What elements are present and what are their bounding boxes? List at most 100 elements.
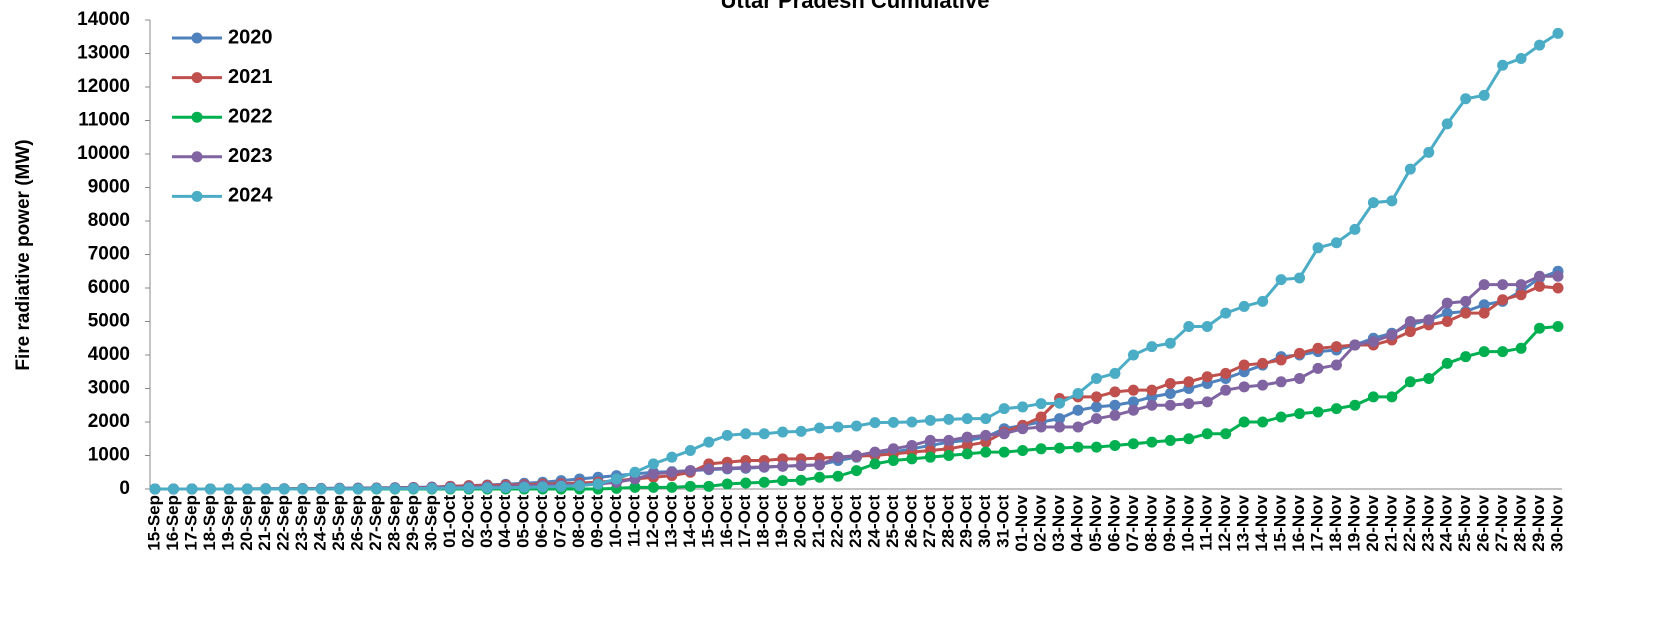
point: [703, 480, 715, 492]
x-tick-label: 16-Sep: [163, 495, 182, 551]
x-tick-label: 14-Oct: [680, 495, 699, 548]
point: [1515, 53, 1527, 65]
legend-label: 2021: [228, 66, 273, 88]
point: [1090, 372, 1102, 384]
x-tick-label: 21-Nov: [1381, 494, 1400, 551]
point: [1035, 411, 1047, 423]
point: [1478, 299, 1490, 311]
point: [1330, 403, 1342, 415]
x-tick-label: 17-Oct: [735, 495, 754, 548]
x-tick-label: 16-Nov: [1289, 494, 1308, 551]
y-tick-label: 8000: [88, 210, 130, 231]
x-tick-label: 24-Nov: [1437, 494, 1456, 551]
point: [1017, 401, 1029, 413]
point: [1423, 372, 1435, 384]
point: [795, 460, 807, 472]
point: [961, 413, 973, 425]
point: [1109, 409, 1121, 421]
x-tick-label: 23-Nov: [1418, 494, 1437, 551]
legend-label: 2022: [228, 105, 273, 127]
point: [352, 483, 364, 495]
point: [1238, 359, 1250, 371]
point: [186, 483, 198, 495]
point: [223, 483, 235, 495]
point: [1238, 300, 1250, 312]
x-tick-label: 06-Nov: [1104, 494, 1123, 551]
point: [1072, 421, 1084, 433]
point: [998, 446, 1010, 458]
point: [1367, 391, 1379, 403]
x-tick-label: 12-Nov: [1215, 494, 1234, 551]
point: [1164, 399, 1176, 411]
point: [1257, 357, 1269, 369]
x-tick-label: 25-Nov: [1455, 494, 1474, 551]
point: [1441, 357, 1453, 369]
point: [1257, 379, 1269, 391]
point: [1146, 341, 1158, 353]
x-tick-label: 14-Nov: [1252, 494, 1271, 551]
point: [278, 483, 290, 495]
y-tick-label: 5000: [88, 311, 130, 332]
point: [1330, 341, 1342, 353]
point: [555, 480, 567, 492]
point: [1386, 195, 1398, 207]
legend-marker: [191, 151, 203, 163]
x-tick-label: 18-Nov: [1326, 494, 1345, 551]
point: [684, 465, 696, 477]
point: [961, 448, 973, 460]
point: [961, 431, 973, 443]
x-tick-label: 19-Sep: [218, 495, 237, 551]
point: [1017, 423, 1029, 435]
x-tick-label: 30-Sep: [421, 495, 440, 551]
point: [1441, 307, 1453, 319]
point: [721, 462, 733, 474]
x-tick-label: 13-Oct: [661, 495, 680, 548]
point: [500, 482, 512, 494]
x-tick-label: 15-Nov: [1271, 494, 1290, 551]
point: [1478, 307, 1490, 319]
point: [1072, 388, 1084, 400]
point: [167, 483, 179, 495]
point: [444, 482, 456, 494]
legend-marker: [191, 111, 203, 123]
x-tick-label: 27-Nov: [1492, 494, 1511, 551]
point: [1275, 411, 1287, 423]
x-tick-label: 07-Oct: [551, 495, 570, 548]
x-tick-label: 09-Oct: [588, 495, 607, 548]
point: [1441, 118, 1453, 130]
x-tick-label: 22-Nov: [1400, 494, 1419, 551]
point: [1201, 321, 1213, 333]
point: [998, 428, 1010, 440]
y-tick-label: 14000: [77, 9, 130, 30]
x-tick-label: 29-Sep: [403, 495, 422, 551]
x-tick-label: 16-Oct: [717, 495, 736, 548]
x-tick-label: 29-Nov: [1529, 494, 1548, 551]
point: [1404, 326, 1416, 338]
x-tick-label: 23-Sep: [292, 495, 311, 551]
point: [611, 473, 623, 485]
point: [334, 483, 346, 495]
x-tick-label: 21-Oct: [809, 495, 828, 548]
point: [1423, 146, 1435, 158]
x-tick-label: 19-Nov: [1344, 494, 1363, 551]
point: [426, 482, 438, 494]
x-tick-label: 22-Sep: [274, 495, 293, 551]
x-tick-label: 30-Nov: [1547, 494, 1566, 551]
point: [1386, 329, 1398, 341]
point: [1017, 444, 1029, 456]
point: [777, 426, 789, 438]
point: [1201, 371, 1213, 383]
point: [980, 413, 992, 425]
point: [1294, 408, 1306, 420]
x-tick-label: 27-Sep: [366, 495, 385, 551]
point: [851, 465, 862, 477]
chart-title: Uttar Pradesh Cumulative: [721, 0, 990, 13]
point: [1367, 197, 1379, 209]
point: [1201, 428, 1213, 440]
x-tick-label: 22-Oct: [828, 495, 847, 548]
x-tick-label: 03-Nov: [1049, 494, 1068, 551]
point: [684, 444, 696, 456]
point: [795, 474, 807, 486]
x-tick-label: 26-Oct: [901, 495, 920, 548]
point: [1294, 372, 1306, 384]
